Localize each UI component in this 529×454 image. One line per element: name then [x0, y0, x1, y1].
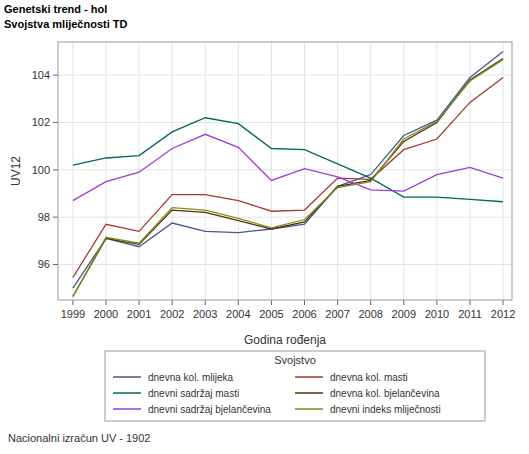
tick	[238, 300, 239, 305]
tick	[337, 300, 338, 305]
legend: Svojstvo dnevna kol. mlijeka dnevna kol. m…	[105, 351, 485, 421]
grid-line	[58, 75, 512, 76]
tick-label: 1999	[61, 308, 85, 320]
legend-label: dnevna kol. masti	[330, 372, 408, 383]
tick-label: 2009	[392, 308, 416, 320]
tick	[105, 300, 106, 305]
series-line	[73, 134, 503, 200]
tick-label: 2012	[491, 308, 515, 320]
series-line	[73, 118, 503, 202]
legend-label: dnevni sadržaj masti	[148, 388, 239, 399]
tick	[53, 122, 58, 123]
grid-line	[271, 42, 272, 300]
grid-line	[58, 264, 512, 265]
legend-swatch	[113, 408, 141, 410]
legend-swatch	[295, 392, 323, 394]
grid-line	[403, 42, 404, 300]
tick-label: 2008	[358, 308, 382, 320]
tick	[205, 300, 206, 305]
tick-label: 104	[32, 69, 50, 81]
subtitle: Svojstva mliječnosti TD	[4, 18, 128, 30]
series-line	[73, 60, 503, 297]
tick	[72, 300, 73, 305]
tick	[503, 300, 504, 305]
grid-line	[58, 122, 512, 123]
x-label: Godina rođenja	[244, 333, 326, 347]
tick	[53, 264, 58, 265]
tick-label: 2004	[226, 308, 250, 320]
tick-label: 2002	[160, 308, 184, 320]
legend-label: dnevna kol. bjelančevina	[330, 388, 440, 399]
grid-line	[58, 169, 512, 170]
grid-line	[370, 42, 371, 300]
grid-line	[105, 42, 106, 300]
tick	[53, 217, 58, 218]
grid-line	[139, 42, 140, 300]
legend-swatch	[295, 376, 323, 378]
legend-swatch	[295, 408, 323, 410]
tick	[403, 300, 404, 305]
y-label: UV12	[9, 156, 23, 186]
tick-label: 98	[38, 211, 50, 223]
tick	[139, 300, 140, 305]
grid-line	[436, 42, 437, 300]
grid-line	[205, 42, 206, 300]
legend-label: dnevna kol. mlijeka	[148, 372, 233, 383]
tick	[53, 169, 58, 170]
tick-label: 2005	[259, 308, 283, 320]
tick	[370, 300, 371, 305]
tick	[53, 75, 58, 76]
footnote: Nacionalni izračun UV - 1902	[8, 432, 150, 444]
series-line	[73, 51, 503, 288]
tick	[271, 300, 272, 305]
grid-line	[72, 42, 73, 300]
grid-line	[172, 42, 173, 300]
plot-bg	[58, 42, 512, 300]
tick-label: 2003	[193, 308, 217, 320]
tick-label: 2007	[325, 308, 349, 320]
tick	[304, 300, 305, 305]
grid-line	[304, 42, 305, 300]
legend-swatch	[113, 376, 141, 378]
tick-label: 102	[32, 116, 50, 128]
grid-line	[238, 42, 239, 300]
tick	[436, 300, 437, 305]
chart: Genetski trend - hol Svojstva mliječnosti…	[0, 0, 529, 454]
tick-label: 2010	[425, 308, 449, 320]
tick-label: 2000	[94, 308, 118, 320]
series-line	[73, 78, 503, 278]
grid-line	[337, 42, 338, 300]
plot-frame	[58, 42, 512, 300]
grid-line	[58, 217, 512, 218]
legend-box	[105, 351, 485, 421]
tick-label: 2006	[292, 308, 316, 320]
series-group	[73, 51, 503, 296]
legend-label: dnevni sadržaj bjelančevina	[148, 404, 271, 415]
title: Genetski trend - hol	[4, 3, 107, 15]
grid-line	[503, 42, 504, 300]
legend-swatch	[113, 392, 141, 394]
tick-label: 100	[32, 164, 50, 176]
tick	[469, 300, 470, 305]
series-line	[73, 59, 503, 297]
tick-label: 2011	[458, 308, 482, 320]
tick-label: 2001	[127, 308, 151, 320]
legend-label: dnevni indeks mliječnosti	[330, 404, 441, 415]
tick	[172, 300, 173, 305]
tick-label: 96	[38, 258, 50, 270]
legend-title: Svojstvo	[274, 354, 316, 366]
